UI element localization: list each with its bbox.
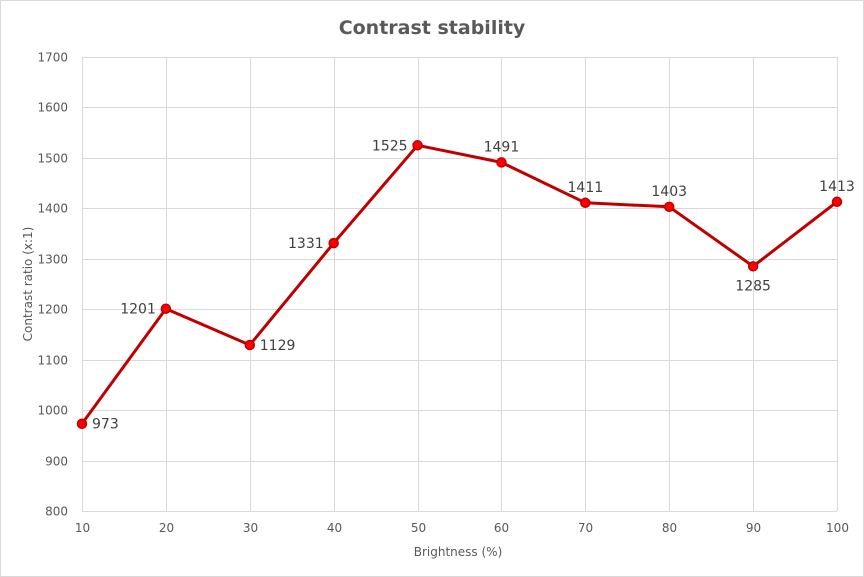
data-point-20	[160, 303, 172, 314]
y-tick-label: 1400	[37, 202, 68, 216]
x-tick-label: 50	[411, 521, 426, 535]
data-labels: 973 1201 1129 1331 1525 1491 1411 1403 1285 1413	[92, 138, 855, 432]
y-axis-ticks: 800 900 1000 1100 1200 1300 1400 1500 1600 1700	[37, 51, 68, 519]
data-point-100	[831, 196, 843, 208]
y-tick-label: 1200	[37, 303, 68, 317]
data-point-40	[328, 237, 339, 249]
series-line	[80, 143, 838, 425]
y-tick-label: 800	[45, 505, 68, 519]
y-axis-title: Contrast ratio (x:1)	[21, 227, 35, 342]
y-tick-label: 1000	[37, 404, 68, 418]
gridlines	[82, 57, 838, 512]
x-tick-label: 10	[75, 521, 90, 535]
data-point-30	[244, 339, 256, 351]
data-point-70	[580, 197, 591, 209]
data-label-40: 1331	[288, 236, 324, 252]
x-axis-ticks: 10 20 30 40 50 60 70 80 90 100	[75, 521, 849, 535]
x-tick-label: 30	[243, 521, 258, 535]
y-tick-label: 1500	[37, 152, 68, 166]
x-tick-label: 90	[746, 521, 761, 535]
x-tick-label: 40	[327, 521, 342, 535]
data-label-70: 1411	[568, 180, 604, 196]
y-tick-label: 1600	[37, 101, 68, 115]
data-label-30: 1129	[260, 338, 296, 354]
data-label-90: 1285	[735, 278, 771, 294]
x-tick-label: 70	[578, 521, 593, 535]
data-label-100: 1413	[819, 179, 855, 195]
data-label-50: 1525	[372, 138, 408, 154]
x-tick-label: 80	[662, 521, 677, 535]
data-label-20: 1201	[120, 302, 156, 318]
x-axis-title: Brightness (%)	[414, 545, 503, 559]
y-tick-label: 1100	[37, 354, 68, 368]
data-label-80: 1403	[651, 184, 687, 200]
chart-title: Contrast stability	[339, 17, 526, 39]
data-point-90	[747, 261, 759, 272]
data-point-50	[412, 140, 423, 151]
y-tick-label: 900	[45, 455, 68, 469]
data-point-60	[496, 157, 507, 168]
data-label-60: 1491	[484, 139, 520, 155]
y-tick-label: 1300	[37, 253, 68, 267]
x-tick-label: 60	[494, 521, 509, 535]
series-contrast-ratio	[76, 140, 843, 429]
x-tick-label: 20	[159, 521, 174, 535]
data-point-10	[76, 418, 88, 429]
x-tick-label: 100	[826, 521, 849, 535]
data-label-10: 973	[92, 417, 119, 433]
data-point-80	[663, 201, 675, 213]
y-tick-label: 1700	[37, 51, 68, 65]
